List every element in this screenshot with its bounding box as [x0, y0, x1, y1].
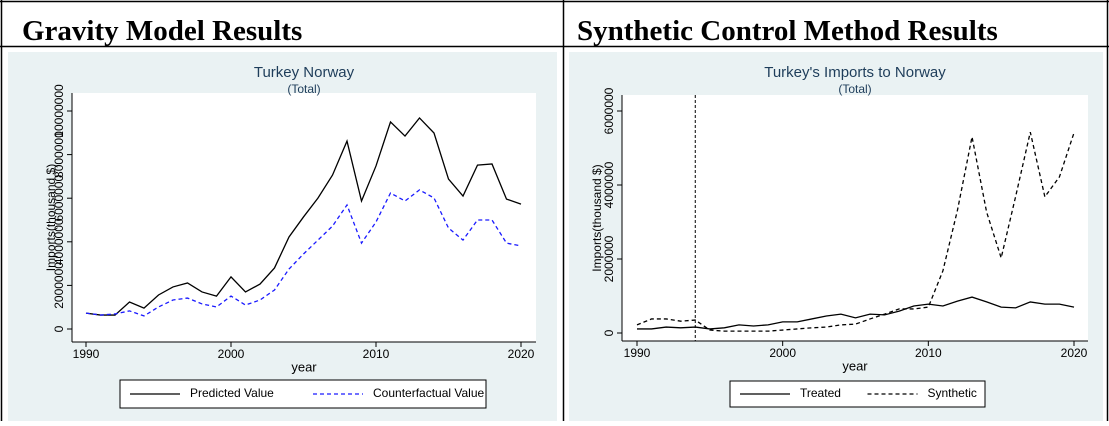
y-tick-label: 4000000	[602, 161, 616, 208]
chart-subtitle: (Total)	[838, 82, 871, 96]
x-tick-label: 2010	[363, 347, 390, 361]
plot-area	[622, 95, 1088, 341]
x-axis-title: year	[291, 359, 317, 374]
x-tick-label: 2020	[1061, 346, 1088, 360]
y-axis-title: Imports(thousand $)	[590, 164, 604, 271]
legend-label: Counterfactual Value	[373, 386, 485, 400]
y-tick-label: 6000000	[52, 175, 66, 222]
x-tick-label: 1990	[73, 347, 100, 361]
column-header: Gravity Model Results	[22, 15, 302, 47]
series-line	[85, 116, 522, 316]
column-header: Synthetic Control Method Results	[577, 15, 998, 47]
y-tick-label: 0	[602, 329, 616, 336]
y-tick-label: 0	[52, 325, 66, 332]
x-tick-label: 1990	[624, 346, 651, 360]
legend-label: Treated	[800, 386, 841, 400]
y-tick-label: 4000000	[52, 218, 66, 265]
x-tick-label: 2000	[769, 346, 796, 360]
chart-title: Turkey Norway	[254, 64, 355, 81]
legend-label: Predicted Value	[190, 386, 274, 400]
y-tick-label: 8000000	[52, 131, 66, 178]
x-axis-title: year	[842, 358, 868, 373]
x-tick-label: 2000	[218, 347, 245, 361]
series-line	[636, 131, 1075, 332]
legend-label: Synthetic	[928, 386, 977, 400]
series-line	[85, 189, 522, 317]
series-line	[637, 296, 1075, 330]
y-tick-label: 6000000	[602, 87, 616, 134]
chart-title: Turkey's Imports to Norway	[764, 64, 946, 81]
y-tick-label: 2000000	[602, 235, 616, 282]
x-tick-label: 2010	[915, 346, 942, 360]
plot-area	[72, 93, 536, 342]
legend-box	[119, 379, 487, 409]
y-tick-label: 2000000	[52, 262, 66, 309]
y-axis-title: Imports(thousand $)	[44, 164, 58, 271]
chart-subtitle: (Total)	[287, 82, 320, 96]
x-tick-label: 2020	[508, 347, 535, 361]
y-tick-label: 10000000	[52, 84, 66, 138]
